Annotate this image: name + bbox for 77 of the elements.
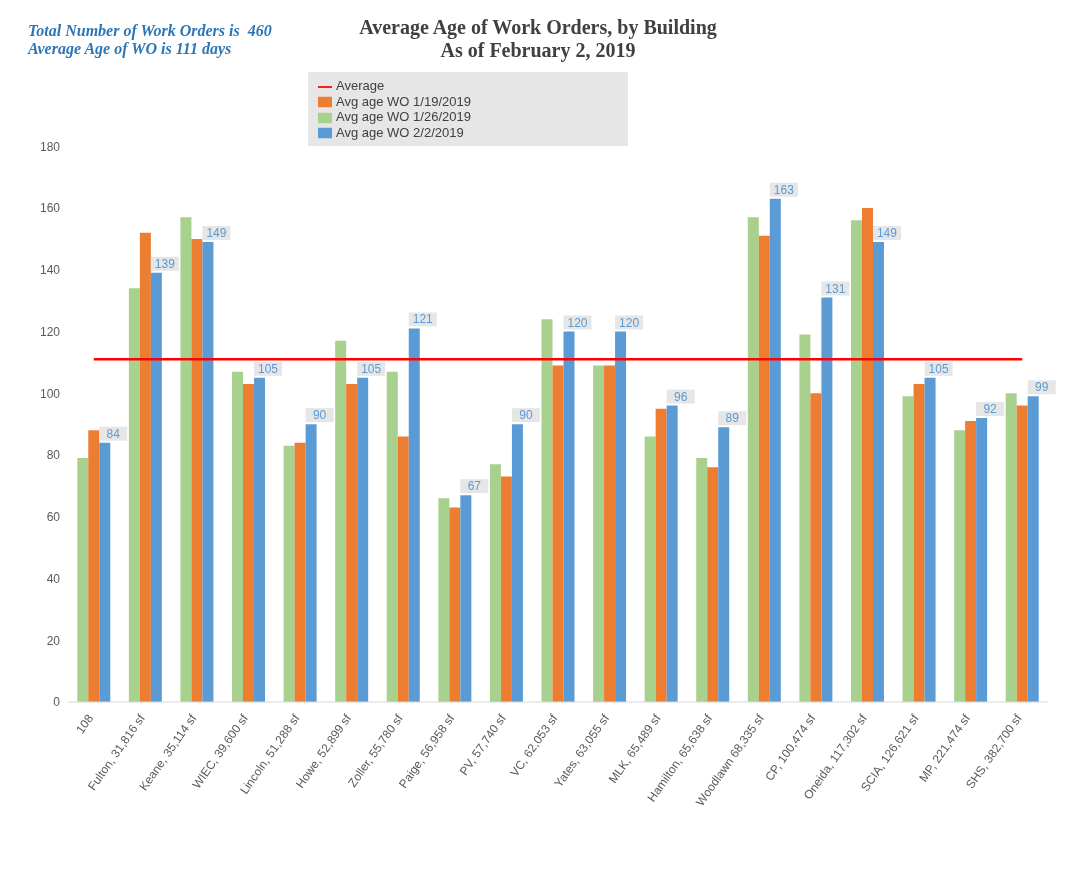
bar bbox=[294, 442, 306, 702]
data-label: 105 bbox=[258, 361, 279, 376]
bar bbox=[88, 430, 100, 702]
bar bbox=[438, 498, 450, 702]
data-label: 84 bbox=[106, 426, 121, 441]
y-tick-label: 100 bbox=[39, 386, 61, 401]
y-tick-label: 0 bbox=[53, 695, 61, 710]
y-tick-label: 80 bbox=[46, 448, 61, 463]
data-label: 163 bbox=[773, 182, 795, 197]
data-label: 67 bbox=[467, 479, 482, 494]
bar bbox=[243, 383, 255, 702]
data-label: 149 bbox=[876, 225, 898, 240]
data-label: 149 bbox=[206, 225, 227, 240]
bar bbox=[810, 393, 822, 702]
data-label: 139 bbox=[154, 256, 176, 271]
bar bbox=[489, 464, 501, 702]
legend-label: Avg age WO 1/26/2019 bbox=[336, 109, 471, 125]
bar bbox=[850, 220, 862, 702]
bar bbox=[346, 383, 358, 702]
y-tick-label: 40 bbox=[46, 571, 61, 586]
bar bbox=[696, 458, 708, 702]
bar bbox=[954, 430, 966, 702]
bar bbox=[77, 458, 89, 702]
bar bbox=[397, 436, 409, 702]
bar bbox=[1016, 405, 1028, 702]
bar bbox=[500, 476, 512, 702]
bar bbox=[902, 396, 914, 702]
bar bbox=[644, 436, 656, 702]
data-label: 99 bbox=[1035, 380, 1049, 395]
data-label: 131 bbox=[825, 281, 846, 296]
bar bbox=[1005, 393, 1017, 702]
bar bbox=[655, 408, 667, 702]
bar bbox=[707, 467, 719, 702]
y-tick-label: 180 bbox=[39, 139, 61, 154]
legend-label: Avg age WO 2/2/2019 bbox=[336, 124, 464, 140]
bar bbox=[541, 319, 553, 702]
y-tick-label: 20 bbox=[46, 633, 61, 648]
chart-subtitle: As of February 2, 2019 bbox=[440, 39, 636, 61]
data-label: 105 bbox=[928, 361, 949, 376]
bar bbox=[552, 365, 564, 702]
y-tick-label: 160 bbox=[39, 201, 61, 216]
bar bbox=[965, 421, 977, 702]
bar bbox=[769, 198, 781, 702]
bar bbox=[604, 365, 616, 702]
bar bbox=[913, 383, 925, 702]
bar bbox=[861, 208, 873, 702]
text: Total Number of Work Orders is 460 bbox=[28, 22, 272, 40]
bar bbox=[799, 334, 811, 702]
data-label: 92 bbox=[983, 401, 998, 416]
bar bbox=[191, 238, 203, 702]
bar bbox=[232, 371, 244, 702]
bar bbox=[335, 340, 347, 702]
data-label: 96 bbox=[673, 389, 688, 404]
data-label: 120 bbox=[567, 315, 588, 330]
bar bbox=[593, 365, 605, 702]
bar bbox=[758, 235, 770, 702]
legend-label: Avg age WO 1/19/2019 bbox=[336, 93, 471, 109]
y-tick-label: 120 bbox=[39, 324, 61, 339]
bar bbox=[386, 371, 398, 702]
data-label: 89 bbox=[725, 411, 740, 426]
data-label: 120 bbox=[619, 315, 640, 330]
chart-title: Average Age of Work Orders, by Building bbox=[359, 16, 717, 38]
bar bbox=[449, 507, 461, 702]
x-tick-label: 108 bbox=[73, 711, 97, 737]
y-tick-label: 60 bbox=[46, 510, 61, 525]
y-tick-label: 140 bbox=[39, 263, 61, 278]
bar bbox=[180, 217, 192, 702]
data-label: 105 bbox=[361, 361, 382, 376]
bar bbox=[139, 232, 151, 702]
bar bbox=[283, 445, 295, 702]
legend-label: Average bbox=[336, 78, 385, 93]
data-label: 90 bbox=[519, 408, 533, 423]
text: Average Age of WO is 111 days bbox=[28, 40, 233, 58]
bar bbox=[128, 288, 140, 702]
data-label: 121 bbox=[412, 312, 434, 327]
data-label: 90 bbox=[312, 408, 327, 423]
bar bbox=[747, 217, 759, 702]
